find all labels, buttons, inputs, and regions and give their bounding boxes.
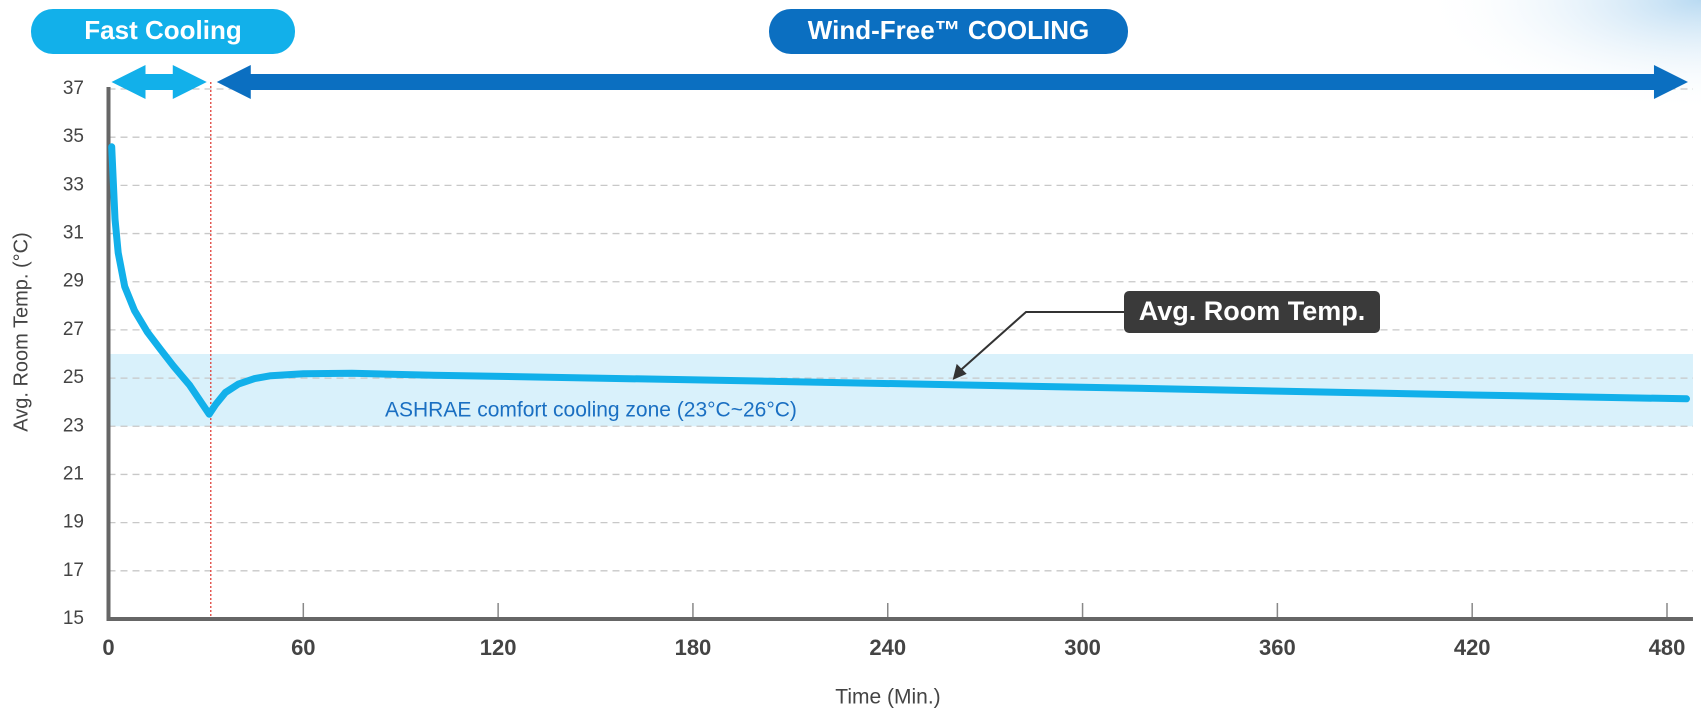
x-tick-label: 300 xyxy=(1064,635,1101,660)
y-tick-label: 23 xyxy=(63,415,84,436)
phase-pill xyxy=(31,9,295,54)
x-tick-label: 180 xyxy=(675,635,712,660)
callout-arrowhead xyxy=(952,363,967,380)
x-tick-label: 0 xyxy=(102,635,114,660)
y-tick-label: 15 xyxy=(63,608,84,629)
y-tick-label: 33 xyxy=(63,174,84,195)
y-tick-label: 29 xyxy=(63,271,84,292)
x-tick-label: 60 xyxy=(291,635,315,660)
x-tick-label: 360 xyxy=(1259,635,1296,660)
x-tick-label: 420 xyxy=(1454,635,1491,660)
callout-box xyxy=(1124,291,1380,333)
y-tick-label: 27 xyxy=(63,319,84,340)
band-label: ASHRAE comfort cooling zone (23°C~26°C) xyxy=(385,399,797,422)
phase-arrow xyxy=(216,65,1688,99)
y-tick-label: 21 xyxy=(63,463,84,484)
callout-leader xyxy=(958,311,1124,373)
y-tick-label: 31 xyxy=(63,223,84,244)
y-tick-label: 17 xyxy=(63,560,84,581)
x-axis-label: Time (Min.) xyxy=(835,686,940,709)
y-tick-label: 37 xyxy=(63,78,84,99)
phase-pill xyxy=(769,9,1128,54)
phase-arrow xyxy=(111,65,207,99)
y-axis-label: Avg. Room Temp. (°C) xyxy=(10,232,32,432)
phase-label: Wind-Free™ COOLING xyxy=(808,15,1089,45)
phase-label: Fast Cooling xyxy=(84,15,241,45)
x-tick-label: 480 xyxy=(1649,635,1686,660)
y-tick-label: 19 xyxy=(63,512,84,533)
y-tick-label: 25 xyxy=(63,367,84,388)
x-tick-label: 120 xyxy=(480,635,517,660)
callout-label: Avg. Room Temp. xyxy=(1139,296,1366,326)
x-tick-label: 240 xyxy=(869,635,906,660)
line-series xyxy=(108,143,1690,418)
y-tick-label: 35 xyxy=(63,126,84,147)
comfort-band xyxy=(108,354,1693,427)
